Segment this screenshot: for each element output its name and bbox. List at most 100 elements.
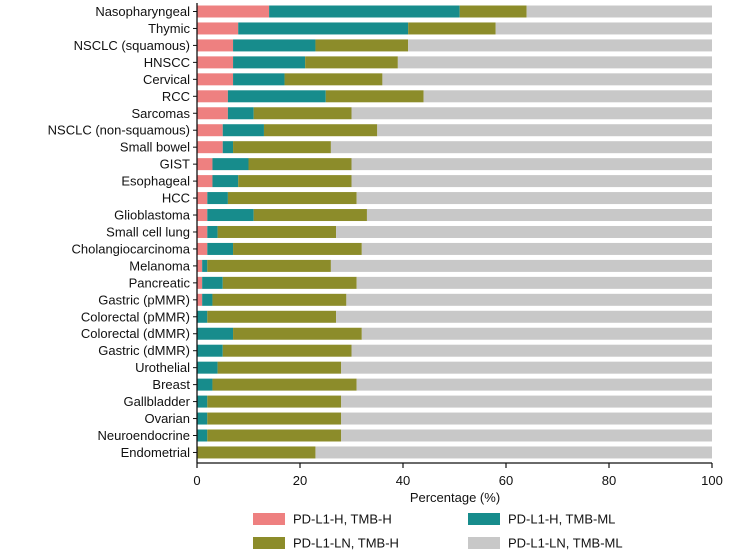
bar-segment-small-cell-lung-series-4 <box>336 225 712 238</box>
bar-segment-rcc-series-3 <box>325 90 424 103</box>
bar-segment-esophageal-series-4 <box>351 175 712 188</box>
category-label-gallbladder: Gallbladder <box>124 394 191 409</box>
bar-segment-hnscc-series-1 <box>197 56 234 69</box>
category-label-small-bowel: Small bowel <box>120 140 190 155</box>
bar-segment-glioblastoma-series-2 <box>207 209 254 222</box>
bar-segment-pancreatic-series-3 <box>222 276 357 289</box>
bar-segment-glioblastoma-series-1 <box>197 209 208 222</box>
bar-segment-thymic-series-4 <box>495 22 712 35</box>
legend-swatch-series-2 <box>468 513 500 525</box>
bar-segment-cervical-series-3 <box>284 73 383 86</box>
bar-segment-nsclc-squamous-series-1 <box>197 39 234 52</box>
bar-segment-pancreatic-series-1 <box>197 276 203 289</box>
bar-segment-thymic-series-2 <box>238 22 409 35</box>
bar-segment-rcc-series-1 <box>197 90 228 103</box>
category-label-nasopharyngeal: Nasopharyngeal <box>95 4 190 19</box>
bar-segment-nsclc-non-squamous-series-2 <box>222 124 264 137</box>
bar-segment-esophageal-series-2 <box>212 175 239 188</box>
bar-segment-colorectal-pmmr-series-3 <box>207 310 337 323</box>
bar-segment-nasopharyngeal-series-4 <box>526 5 712 18</box>
category-label-colorectal-dmmr: Colorectal (dMMR) <box>81 326 190 341</box>
bar-segment-thymic-series-3 <box>408 22 496 35</box>
bar-segment-sarcomas-series-4 <box>351 107 712 120</box>
category-label-gist: GIST <box>160 157 190 172</box>
bar-segment-hnscc-series-3 <box>305 56 398 69</box>
bar-segment-cervical-series-1 <box>197 73 234 86</box>
x-tick-label-100: 100 <box>701 473 723 488</box>
category-label-small-cell-lung: Small cell lung <box>106 224 190 239</box>
bar-segment-hcc-series-1 <box>197 192 208 205</box>
bar-segment-colorectal-dmmr-series-2 <box>197 327 234 340</box>
bar-segment-ovarian-series-2 <box>197 412 208 425</box>
bar-segment-nsclc-non-squamous-series-4 <box>377 124 712 137</box>
category-label-sarcomas: Sarcomas <box>131 106 190 121</box>
bar-segment-glioblastoma-series-4 <box>366 209 712 222</box>
bar-segment-gallbladder-series-4 <box>341 395 712 408</box>
x-tick-label-80: 80 <box>602 473 616 488</box>
legend-swatch-series-3 <box>253 537 285 549</box>
bar-segment-gastric-dmmr-series-3 <box>222 344 352 357</box>
bar-segment-melanoma-series-2 <box>202 259 208 272</box>
bar-segment-hnscc-series-4 <box>397 56 712 69</box>
category-label-melanoma: Melanoma <box>129 258 190 273</box>
bar-segment-small-bowel-series-2 <box>222 141 234 154</box>
bar-segment-small-bowel-series-3 <box>233 141 331 154</box>
bar-segment-gastric-pmmr-series-1 <box>197 293 203 306</box>
category-label-neuroendocrine: Neuroendocrine <box>97 428 190 443</box>
bar-segment-gastric-pmmr-series-4 <box>346 293 712 306</box>
bar-segment-sarcomas-series-3 <box>253 107 352 120</box>
bar-segment-cervical-series-2 <box>233 73 285 86</box>
bar-segment-gist-series-3 <box>248 158 352 171</box>
bar-segment-breast-series-2 <box>197 378 213 391</box>
bar-segment-small-bowel-series-1 <box>197 141 223 154</box>
bar-segment-small-cell-lung-series-1 <box>197 225 208 238</box>
category-label-pancreatic: Pancreatic <box>129 275 191 290</box>
bar-segment-pancreatic-series-2 <box>202 276 223 289</box>
bar-segment-endometrial-series-4 <box>315 446 712 459</box>
bar-segment-colorectal-dmmr-series-4 <box>361 327 712 340</box>
bar-segment-hcc-series-2 <box>207 192 228 205</box>
bar-segment-urothelial-series-4 <box>341 361 712 374</box>
bar-segment-endometrial-series-3 <box>197 446 316 459</box>
category-label-ovarian: Ovarian <box>144 411 190 426</box>
legend-label-series-4: PD-L1-LN, TMB-ML <box>508 536 623 551</box>
bar-segment-small-cell-lung-series-3 <box>217 225 337 238</box>
bar-segment-neuroendocrine-series-4 <box>341 429 712 442</box>
category-label-cholangiocarcinoma: Cholangiocarcinoma <box>71 241 190 256</box>
bar-segment-cholangiocarcinoma-series-4 <box>361 242 712 255</box>
bar-segment-pancreatic-series-4 <box>356 276 712 289</box>
bar-segment-glioblastoma-series-3 <box>253 209 367 222</box>
category-label-gastric-dmmr: Gastric (dMMR) <box>98 343 190 358</box>
bar-segment-gist-series-2 <box>212 158 249 171</box>
legend-swatch-series-1 <box>253 513 285 525</box>
bar-segment-urothelial-series-3 <box>217 361 342 374</box>
bar-segment-gist-series-4 <box>351 158 712 171</box>
legend-swatch-series-4 <box>468 537 500 549</box>
bar-segment-colorectal-pmmr-series-4 <box>336 310 712 323</box>
bar-segment-ovarian-series-4 <box>341 412 712 425</box>
bar-segment-melanoma-series-4 <box>330 259 712 272</box>
category-label-cervical: Cervical <box>143 72 190 87</box>
bar-segment-colorectal-pmmr-series-2 <box>197 310 208 323</box>
category-label-nsclc-non-squamous: NSCLC (non-squamous) <box>48 123 190 138</box>
bar-segment-breast-series-4 <box>356 378 712 391</box>
bar-segment-nsclc-squamous-series-4 <box>408 39 712 52</box>
bar-segment-small-cell-lung-series-2 <box>207 225 218 238</box>
category-label-thymic: Thymic <box>148 21 190 36</box>
bar-segment-gastric-dmmr-series-2 <box>197 344 223 357</box>
bar-segment-cholangiocarcinoma-series-3 <box>233 242 362 255</box>
category-label-hnscc: HNSCC <box>144 55 190 70</box>
bar-segment-small-bowel-series-4 <box>330 141 712 154</box>
bar-segment-gastric-dmmr-series-4 <box>351 344 712 357</box>
category-label-endometrial: Endometrial <box>121 445 190 460</box>
x-tick-label-40: 40 <box>396 473 410 488</box>
bar-segment-neuroendocrine-series-2 <box>197 429 208 442</box>
bar-segment-thymic-series-1 <box>197 22 239 35</box>
bar-segment-gallbladder-series-2 <box>197 395 208 408</box>
bar-segment-nsclc-non-squamous-series-1 <box>197 124 223 137</box>
x-tick-label-0: 0 <box>193 473 200 488</box>
category-label-hcc: HCC <box>162 191 190 206</box>
legend-label-series-1: PD-L1-H, TMB-H <box>293 512 392 527</box>
bar-segment-melanoma-series-3 <box>207 259 331 272</box>
